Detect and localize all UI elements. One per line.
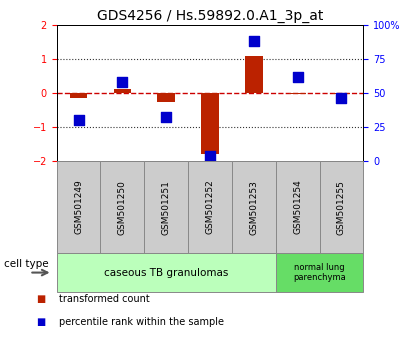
Text: GDS4256 / Hs.59892.0.A1_3p_at: GDS4256 / Hs.59892.0.A1_3p_at — [97, 9, 323, 23]
Bar — [333, 93, 350, 94]
Text: cell type: cell type — [4, 259, 49, 269]
Point — [294, 74, 301, 79]
Text: normal lung
parenchyma: normal lung parenchyma — [293, 263, 346, 282]
Text: GSM501254: GSM501254 — [293, 180, 302, 234]
Text: GSM501249: GSM501249 — [74, 180, 83, 234]
Bar — [245, 57, 262, 93]
Bar — [158, 93, 175, 102]
Text: GSM501253: GSM501253 — [249, 179, 258, 235]
Bar — [289, 93, 306, 94]
Text: transformed count: transformed count — [59, 294, 150, 304]
Text: GSM501250: GSM501250 — [118, 179, 127, 235]
Bar — [114, 89, 131, 93]
Point — [338, 96, 345, 101]
Text: percentile rank within the sample: percentile rank within the sample — [59, 317, 224, 327]
Point — [250, 38, 257, 44]
Text: GSM501255: GSM501255 — [337, 179, 346, 235]
Text: GSM501251: GSM501251 — [162, 179, 171, 235]
Text: caseous TB granulomas: caseous TB granulomas — [104, 268, 228, 278]
Text: ■: ■ — [36, 317, 45, 327]
Text: ■: ■ — [36, 294, 45, 304]
Point — [207, 153, 213, 159]
Bar — [70, 93, 87, 98]
Bar — [201, 93, 219, 154]
Point — [75, 117, 82, 123]
Text: GSM501252: GSM501252 — [205, 180, 215, 234]
Point — [163, 115, 170, 120]
Point — [119, 79, 126, 85]
